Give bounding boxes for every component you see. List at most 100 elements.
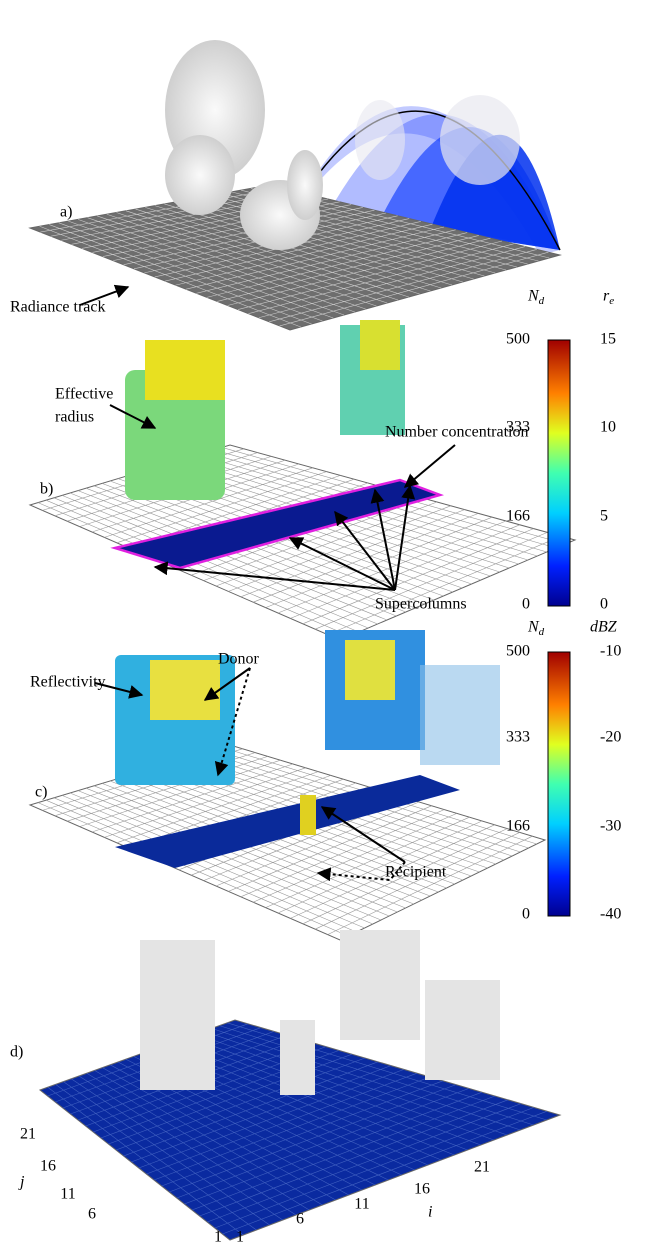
label: 0	[522, 906, 530, 923]
grid-line	[290, 524, 520, 619]
grid-line	[196, 229, 456, 294]
grid-line	[123, 1061, 379, 1157]
label: 6	[296, 1211, 304, 1228]
arrows	[79, 284, 456, 882]
grid-line	[183, 200, 463, 283]
grid-line	[116, 212, 388, 304]
grid-line	[91, 763, 294, 833]
colorbar-title: Nd	[527, 288, 545, 307]
grid-line	[193, 198, 474, 280]
grid-line	[116, 471, 327, 544]
grid-line	[169, 1084, 457, 1193]
label: b)	[40, 481, 53, 498]
grid-line	[78, 1075, 297, 1216]
grid-line	[277, 520, 507, 614]
label: 11	[354, 1196, 369, 1213]
grid-line	[79, 759, 281, 827]
grid-line	[203, 497, 424, 581]
grid-line	[253, 813, 457, 903]
grid-line	[279, 251, 549, 327]
grid-line	[153, 1076, 431, 1181]
grid-line	[302, 528, 534, 625]
label: d)	[10, 1044, 23, 1061]
grid-line	[215, 501, 438, 587]
grid-line	[265, 816, 470, 908]
label: Number concentration	[385, 424, 529, 441]
grid-line	[104, 767, 306, 838]
grid-line	[115, 1057, 366, 1151]
colorbar-title: re	[603, 288, 614, 307]
grid-line	[258, 246, 526, 319]
grid-line	[217, 235, 479, 302]
grid-line	[86, 1072, 310, 1211]
grid-line	[58, 222, 323, 322]
label: 10	[600, 419, 616, 436]
grid-line	[176, 1088, 470, 1199]
grid-line	[184, 1091, 483, 1205]
label: 5	[600, 508, 608, 525]
subscript: d	[539, 626, 545, 638]
label: -20	[600, 729, 621, 746]
grid-line	[154, 205, 431, 292]
label: 21	[20, 1126, 36, 1143]
grid-line	[69, 492, 388, 621]
label: 16	[40, 1158, 56, 1175]
grid-line	[116, 771, 319, 844]
grid-line	[222, 1110, 548, 1235]
grid-line	[131, 1065, 392, 1163]
labels: a) b) c) d) Radiance track Effective radius Num…	[10, 204, 621, 1246]
label: 15	[600, 331, 616, 348]
grid-line	[206, 232, 468, 298]
grid-line	[253, 513, 479, 603]
grid-line	[214, 1107, 535, 1229]
grid-line	[87, 217, 355, 313]
label: Effective	[55, 386, 113, 403]
grid-line	[237, 240, 503, 310]
grid-line	[188, 1036, 481, 1146]
grid-line	[37, 502, 350, 637]
grid-line	[106, 213, 377, 307]
reflectivity-track	[115, 775, 460, 868]
grid-line	[146, 1072, 418, 1175]
grid-line	[265, 516, 493, 608]
grid-line	[173, 201, 453, 286]
grid-line	[77, 219, 345, 316]
grid-line	[123, 209, 375, 266]
label: 166	[506, 818, 530, 835]
grid-line	[135, 208, 409, 298]
grid-line	[315, 832, 520, 930]
grid-line	[145, 207, 420, 295]
label: -30	[600, 818, 621, 835]
subscript: d	[539, 295, 545, 307]
grid-line	[199, 1099, 509, 1217]
grid-line	[180, 1039, 468, 1151]
grid-line	[327, 535, 562, 635]
label: -10	[600, 643, 621, 660]
grid-line	[185, 226, 445, 290]
colorbar-title: Nd	[527, 619, 545, 638]
grid-line	[97, 215, 366, 310]
grid-line	[63, 1081, 270, 1226]
colorbar-title: dBZ	[590, 619, 618, 636]
label: Radiance track	[10, 299, 106, 316]
grid-line	[195, 1033, 495, 1141]
grid-line	[219, 1025, 534, 1126]
grid-line	[125, 210, 399, 301]
label: 500	[506, 331, 530, 348]
grid-line	[302, 828, 508, 925]
label: Supercolumns	[375, 596, 467, 613]
grid-line	[77, 790, 390, 917]
grid-line	[45, 499, 359, 633]
grid-line	[55, 1084, 257, 1231]
grid-line	[161, 1080, 444, 1187]
label: 0	[522, 596, 530, 613]
grid-line	[240, 509, 465, 598]
grid-line	[69, 792, 382, 921]
label: c)	[35, 784, 47, 801]
grid-line	[277, 820, 483, 914]
label: 500	[506, 643, 530, 660]
grid-line	[68, 220, 334, 319]
label: 6	[88, 1206, 96, 1223]
grid-line	[53, 497, 369, 629]
label: Donor	[218, 651, 260, 668]
